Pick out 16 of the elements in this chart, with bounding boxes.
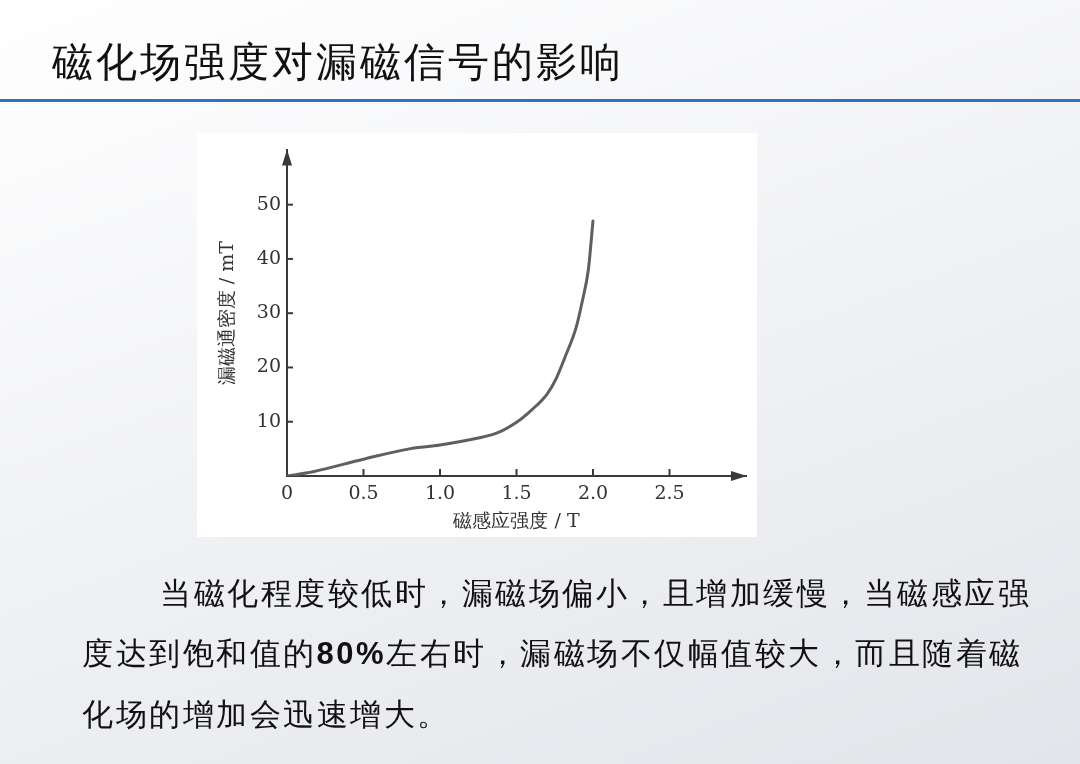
x-tick-label: 2.5 [654,481,685,504]
y-tick-label: 40 [256,245,281,268]
x-tick-label: 0 [280,481,294,504]
x-tick-label: 0.5 [348,481,379,504]
y-axis-title: 漏磁通密度 / mT [215,240,238,386]
x-axis-title: 磁感应强度 / T [452,508,580,531]
x-tick-label: 1.5 [501,481,532,504]
y-tick-label: 30 [256,300,281,323]
y-tick-label: 10 [256,408,281,431]
text: 当磁化程度较低时，漏磁场偏小，且增加缓慢，当磁感应强度达到饱和值的80%左右时，漏磁场不仅幅值较大，而且随着磁化场的增加会迅速增大。 [82,574,1032,734]
x-tick-label: 2.0 [577,481,609,504]
line-series [287,219,595,476]
y-tick-label: 20 [256,354,281,377]
chart-title: 磁化场强度对漏磁信号的影响 [52,37,624,88]
y-tick-label: 50 [256,191,281,214]
x-tick-label: 1.0 [424,481,456,504]
